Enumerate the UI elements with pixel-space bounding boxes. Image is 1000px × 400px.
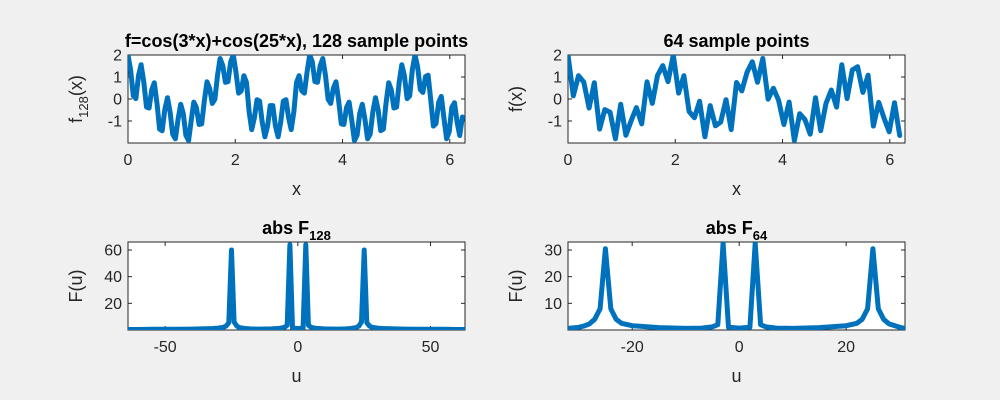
subplot-p2: 0 2 4 6 -1 0 1 2 64 sample points x f(x) [506,31,906,199]
x-axis-label: x [292,179,301,199]
x-tick-label: -20 [621,339,644,356]
y-tick-label: 30 [544,243,562,260]
series-line [568,242,905,330]
series-line [568,55,903,143]
y-tick-label: -1 [108,114,122,131]
x-tick-label: -50 [154,339,177,356]
x-tick-label: 0 [293,339,302,356]
x-tick-label: 2 [671,152,680,169]
y-tick-label: 2 [113,48,122,65]
y-tick-label: -1 [548,114,562,131]
x-tick-label: 0 [735,339,744,356]
series-line [128,242,465,330]
axes-box [127,241,466,331]
y-tick-label: 1 [113,70,122,87]
plot-title: 64 sample points [663,31,809,51]
x-tick-label: 20 [837,339,855,356]
x-axis-label: u [731,366,741,386]
x-tick-label: 6 [445,152,454,169]
y-axis-label: F(u) [66,270,86,303]
x-tick-label: 4 [338,152,347,169]
subplot-p3: -50 0 50 20 40 60 abs F128 u F(u) [66,218,466,386]
x-tick-label: 4 [778,152,787,169]
y-axis-label: F(u) [506,270,526,303]
x-tick-label: 6 [885,152,894,169]
y-tick-label: 1 [553,70,562,87]
axes-box [567,241,906,331]
y-tick-label: 0 [553,92,562,109]
series-line [128,55,465,143]
y-tick-label: 2 [553,48,562,65]
y-tick-label: 10 [544,296,562,313]
y-tick-label: 20 [544,269,562,286]
y-axis-label: f128(x) [66,75,91,123]
subplot-p4: -20 0 20 10 20 30 abs F64 u F(u) [506,218,906,386]
x-tick-label: 50 [422,339,440,356]
y-tick-label: 20 [104,296,122,313]
x-tick-label: 0 [124,152,133,169]
plot-title: abs F64 [706,218,768,243]
y-tick-label: 60 [104,243,122,260]
x-axis-label: x [732,179,741,199]
y-tick-label: 40 [104,269,122,286]
x-tick-label: 2 [231,152,240,169]
y-axis-label: f(x) [506,86,526,112]
plot-title: f=cos(3*x)+cos(25*x), 128 sample points [125,31,468,51]
x-tick-label: 0 [564,152,573,169]
plot-title: abs F128 [262,218,331,243]
x-axis-label: u [291,366,301,386]
y-tick-label: 0 [113,92,122,109]
